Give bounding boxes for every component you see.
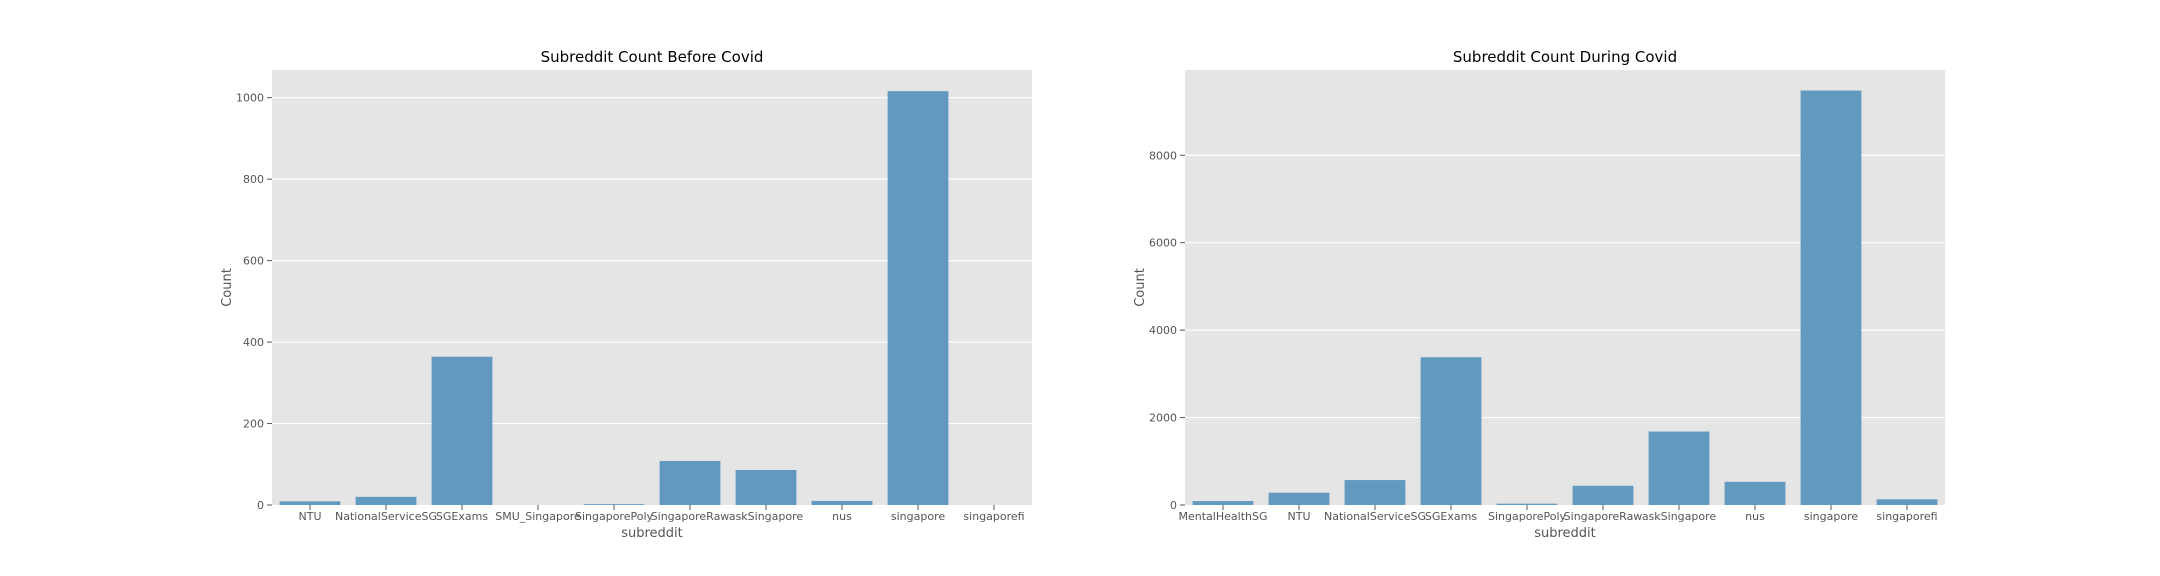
x-tick-label-singaporeraw: SingaporeRaw [1564, 510, 1643, 523]
bars-before [279, 91, 949, 505]
x-tick-label-ntu: NTU [299, 510, 322, 523]
chart-title-during: Subreddit Count During Covid [1453, 48, 1677, 66]
x-tick-label-nationalservicesg: NationalServiceSG [335, 510, 437, 523]
x-tick-label-ntu: NTU [1288, 510, 1311, 523]
x-tick-label-nationalservicesg: NationalServiceSG [1324, 510, 1426, 523]
bar-nus [1724, 481, 1786, 505]
y-tick-label-2000: 2000 [1149, 412, 1177, 425]
x-tick-label-mentalhealthsg: MentalHealthSG [1179, 510, 1268, 523]
x-axis-label-before: subreddit [621, 526, 683, 541]
x-tick-label-asksingapore: askSingapore [729, 510, 804, 523]
y-ticks-during: 0 2000 4000 6000 8000 [1149, 149, 1185, 512]
bar-ntu [279, 501, 341, 505]
y-tick-label-6000: 6000 [1149, 237, 1177, 250]
y-tick-label-800: 800 [243, 173, 264, 186]
bar-singaporepoly [1496, 503, 1558, 505]
chart-during-covid: 0 2000 4000 6000 8000 MentalHealthSG NTU Natio… [1133, 48, 1945, 541]
x-tick-label-asksingapore: askSingapore [1642, 510, 1717, 523]
x-tick-label-smu-singapore: SMU_Singapore [495, 510, 581, 523]
x-tick-label-singaporeraw: SingaporeRaw [651, 510, 730, 523]
bar-nus [811, 500, 873, 505]
y-axis-label-before: Count [220, 268, 235, 307]
bar-nationalservicesg [1344, 480, 1406, 505]
x-tick-label-singaporepoly: SingaporePoly [1488, 510, 1567, 523]
bar-mentalhealthsg [1192, 501, 1254, 505]
chart-title-before: Subreddit Count Before Covid [541, 48, 764, 66]
y-axis-label-during: Count [1133, 268, 1148, 307]
bar-sgexams [1420, 357, 1482, 505]
y-tick-label-400: 400 [243, 336, 264, 349]
y-tick-label-1000: 1000 [236, 92, 264, 105]
x-ticks-during: MentalHealthSG NTU NationalServiceSGSGExam… [1179, 505, 1938, 523]
y-tick-label-200: 200 [243, 418, 264, 431]
x-tick-label-singaporefi: singaporefi [1876, 510, 1937, 523]
bar-sgexams [431, 356, 493, 505]
y-ticks-before: 0 200 400 600 800 1000 [236, 92, 272, 512]
bars-during [1192, 90, 1938, 506]
x-tick-label-nus: nus [1745, 510, 1765, 523]
y-tick-label-8000: 8000 [1149, 149, 1177, 162]
bar-singaporeraw [1572, 485, 1634, 505]
x-tick-label-sgexams: SGExams [1425, 510, 1477, 523]
x-tick-label-singaporepoly: SingaporePoly [575, 510, 654, 523]
bar-singapore [887, 91, 949, 505]
x-tick-label-singapore: singapore [891, 510, 945, 523]
bar-asksingapore [735, 469, 797, 505]
chart-before-covid: 0 200 400 600 800 1000 NTU NationalServiceSGSG… [220, 48, 1032, 541]
bar-singaporefi [1876, 499, 1938, 505]
y-tick-label-0: 0 [1170, 499, 1177, 512]
bar-nationalservicesg [355, 496, 417, 505]
x-tick-label-singapore: singapore [1804, 510, 1858, 523]
y-tick-label-4000: 4000 [1149, 324, 1177, 337]
y-tick-label-600: 600 [243, 255, 264, 268]
bar-singapore [1800, 90, 1862, 506]
x-tick-label-sgexams: SGExams [436, 510, 488, 523]
bar-ntu [1268, 492, 1330, 505]
x-axis-label-during: subreddit [1534, 526, 1596, 541]
bar-asksingapore [1648, 431, 1710, 505]
x-tick-label-nus: nus [832, 510, 852, 523]
bar-singaporeraw [659, 461, 721, 505]
x-tick-label-singaporefi: singaporefi [963, 510, 1024, 523]
y-tick-label-0: 0 [257, 499, 264, 512]
bar-singaporepoly [583, 504, 645, 505]
